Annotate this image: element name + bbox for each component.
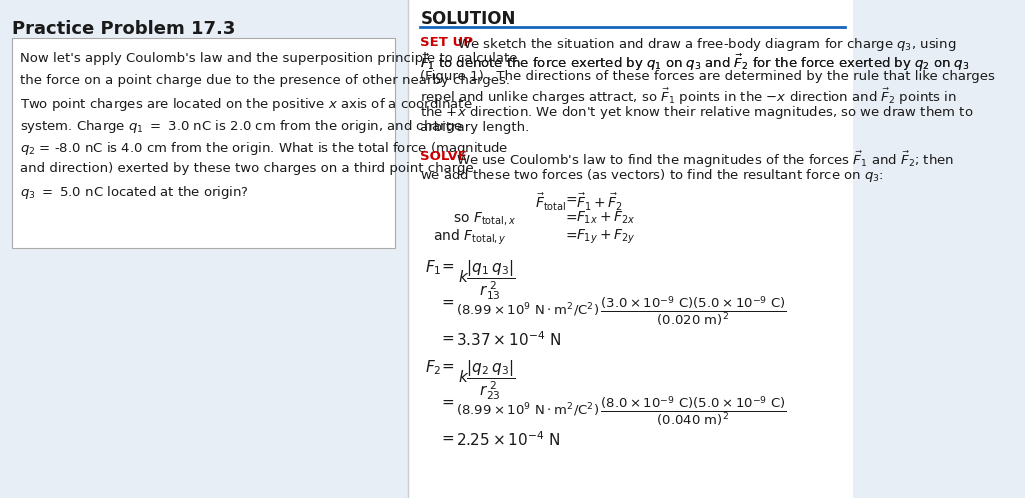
Text: $\vec{F}_1$ to denote the force exerted by $q_1$ on $q_3$ and $\vec{F}_2$ for th: $\vec{F}_1$ to denote the force exerted … [420,53,970,73]
Text: SOLVE: SOLVE [420,150,467,163]
Text: SET UP: SET UP [420,36,474,49]
FancyBboxPatch shape [408,0,853,498]
Text: $\vec{F}_\mathrm{total}$: $\vec{F}_\mathrm{total}$ [535,192,566,213]
Text: $F_1$: $F_1$ [424,258,441,277]
Text: $=$: $=$ [563,192,577,206]
Text: $F_{1x} + F_{2x}$: $F_{1x} + F_{2x}$ [576,210,636,227]
Text: Two point charges are located on the positive $x$ axis of a coordinate: Two point charges are located on the pos… [19,96,473,113]
Text: $=$: $=$ [439,258,455,273]
Text: system. Charge $q_1$ $=$ 3.0 nC is 2.0 cm from the origin, and charge: system. Charge $q_1$ $=$ 3.0 nC is 2.0 c… [19,118,463,135]
Text: the force on a point charge due to the presence of other nearby charges.: the force on a point charge due to the p… [19,74,510,87]
Text: arbitrary length.: arbitrary length. [420,121,530,134]
Text: $\vec{F}_1$ to denote the force exerted by $q_1$ on $q_3$ and $\vec{F}_2$ for th: $\vec{F}_1$ to denote the force exerted … [420,53,970,73]
Text: We use Coulomb's law to find the magnitudes of the forces $\vec{F}_1$ and $\vec{: We use Coulomb's law to find the magnitu… [456,150,954,170]
Text: $=$: $=$ [439,394,455,409]
Text: $3.37 \times 10^{-4}\ \mathrm{N}$: $3.37 \times 10^{-4}\ \mathrm{N}$ [456,330,562,349]
Text: $2.25 \times 10^{-4}\ \mathrm{N}$: $2.25 \times 10^{-4}\ \mathrm{N}$ [456,430,561,449]
Text: $(8.99 \times 10^9\ \mathrm{N \cdot m^2/C^2})\,\dfrac{(8.0\times10^{-9}\ \mathrm: $(8.99 \times 10^9\ \mathrm{N \cdot m^2/… [456,394,787,428]
Text: We sketch the situation and draw a free-body diagram for charge $q_3$, using: We sketch the situation and draw a free-… [457,36,956,53]
Text: so $F_{\mathrm{total},x}$: so $F_{\mathrm{total},x}$ [453,210,516,227]
Text: we add these two forces (as vectors) to find the resultant force on $q_3$:: we add these two forces (as vectors) to … [420,167,885,184]
Text: $k\dfrac{|q_2\,q_3|}{r_{23}^{\;2}}$: $k\dfrac{|q_2\,q_3|}{r_{23}^{\;2}}$ [458,358,516,402]
Text: and direction) exerted by these two charges on a third point charge: and direction) exerted by these two char… [19,162,474,175]
Text: $q_3$ $=$ 5.0 nC located at the origin?: $q_3$ $=$ 5.0 nC located at the origin? [19,184,249,201]
Text: Now let's apply Coulomb's law and the superposition principle to calculate: Now let's apply Coulomb's law and the su… [19,52,518,65]
Text: $\vec{F}_1 + \vec{F}_2$: $\vec{F}_1 + \vec{F}_2$ [576,192,623,213]
FancyBboxPatch shape [11,38,395,248]
Text: (Figure 1) . The directions of these forces are determined by the rule that like: (Figure 1) . The directions of these for… [420,70,995,83]
Text: $=$: $=$ [439,358,455,373]
Text: $F_2$: $F_2$ [424,358,441,376]
Text: $=$: $=$ [563,210,577,224]
Text: $F_{1y} + F_{2y}$: $F_{1y} + F_{2y}$ [576,228,636,247]
Text: $=$: $=$ [563,228,577,242]
Text: Practice Problem 17.3: Practice Problem 17.3 [11,20,235,38]
Text: $=$: $=$ [439,330,455,345]
Text: SOLUTION: SOLUTION [420,10,516,28]
Text: and $F_{\mathrm{total},y}$: and $F_{\mathrm{total},y}$ [434,228,507,248]
Text: $(8.99 \times 10^9\ \mathrm{N \cdot m^2/C^2})\,\dfrac{(3.0\times10^{-9}\ \mathrm: $(8.99 \times 10^9\ \mathrm{N \cdot m^2/… [456,294,787,328]
Text: the $+x$ direction. We don't yet know their relative magnitudes, so we draw them: the $+x$ direction. We don't yet know th… [420,104,974,121]
Text: $=$: $=$ [439,430,455,445]
Text: $=$: $=$ [439,294,455,309]
FancyBboxPatch shape [0,0,408,498]
Text: $k\dfrac{|q_1\,q_3|}{r_{13}^{\;2}}$: $k\dfrac{|q_1\,q_3|}{r_{13}^{\;2}}$ [458,258,516,302]
Text: repel and unlike charges attract, so $\vec{F}_1$ points in the $-x$ direction an: repel and unlike charges attract, so $\v… [420,87,957,108]
Text: $q_2$ = -8.0 nC is 4.0 cm from the origin. What is the total force (magnitude: $q_2$ = -8.0 nC is 4.0 cm from the origi… [19,140,508,157]
